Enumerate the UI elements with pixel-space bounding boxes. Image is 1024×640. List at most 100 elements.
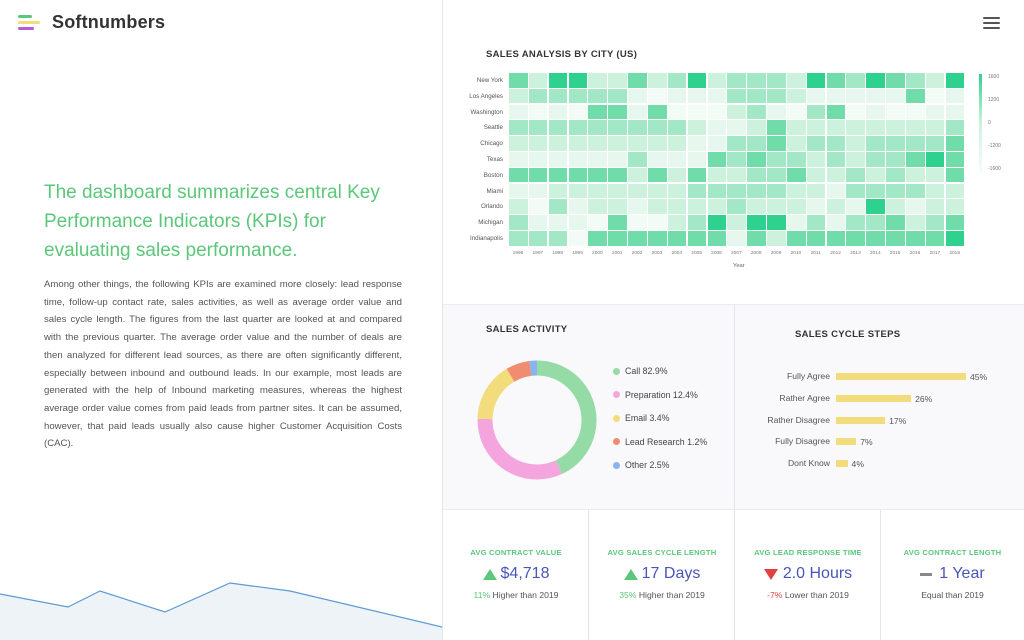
heatmap-cell[interactable] bbox=[707, 88, 727, 104]
heatmap-cell[interactable] bbox=[588, 120, 608, 135]
heatmap-cell[interactable] bbox=[528, 215, 548, 230]
heatmap-cell[interactable] bbox=[548, 199, 568, 214]
heatmap-cell[interactable] bbox=[866, 73, 885, 88]
heatmap-cell[interactable] bbox=[548, 215, 568, 230]
heatmap-cell[interactable] bbox=[528, 167, 548, 183]
heatmap-cell[interactable] bbox=[806, 88, 826, 104]
donut-slice[interactable] bbox=[477, 360, 597, 480]
heatmap-cell[interactable] bbox=[806, 104, 826, 120]
heatmap-cell[interactable] bbox=[687, 152, 707, 167]
heatmap-cell[interactable] bbox=[945, 152, 965, 167]
heatmap-cell[interactable] bbox=[786, 215, 806, 230]
heatmap-cell[interactable] bbox=[588, 136, 608, 151]
heatmap-cell[interactable] bbox=[727, 73, 746, 88]
heatmap-cell[interactable] bbox=[687, 73, 707, 88]
heatmap-cell[interactable] bbox=[846, 231, 866, 246]
heatmap-cell[interactable] bbox=[667, 167, 687, 183]
heatmap-cell[interactable] bbox=[667, 215, 687, 230]
heatmap-cell[interactable] bbox=[707, 120, 727, 135]
heatmap-cell[interactable] bbox=[707, 73, 727, 88]
heatmap-cell[interactable] bbox=[509, 199, 528, 214]
heatmap-cell[interactable] bbox=[667, 183, 687, 199]
heatmap-cell[interactable] bbox=[886, 199, 905, 214]
heatmap-cell[interactable] bbox=[727, 104, 746, 120]
heatmap-cell[interactable] bbox=[786, 73, 806, 88]
heatmap-cell[interactable] bbox=[588, 167, 608, 183]
heatmap-cell[interactable] bbox=[647, 231, 667, 246]
heatmap-cell[interactable] bbox=[806, 152, 826, 167]
heatmap-cell[interactable] bbox=[548, 104, 568, 120]
heatmap-cell[interactable] bbox=[906, 73, 925, 88]
heatmap-cell[interactable] bbox=[727, 199, 746, 214]
heatmap-cell[interactable] bbox=[786, 152, 806, 167]
heatmap-cell[interactable] bbox=[846, 120, 866, 135]
heatmap-cell[interactable] bbox=[548, 73, 568, 88]
heatmap-cell[interactable] bbox=[588, 104, 608, 120]
heatmap-cell[interactable] bbox=[687, 167, 707, 183]
bar-mark[interactable] bbox=[836, 416, 886, 424]
heatmap-cell[interactable] bbox=[707, 183, 727, 199]
heatmap-cell[interactable] bbox=[568, 73, 588, 88]
heatmap-cell[interactable] bbox=[747, 120, 766, 135]
heatmap-cell[interactable] bbox=[906, 183, 925, 199]
heatmap-cell[interactable] bbox=[667, 73, 687, 88]
heatmap-cell[interactable] bbox=[628, 152, 647, 167]
heatmap-cell[interactable] bbox=[667, 136, 687, 151]
heatmap-cell[interactable] bbox=[786, 183, 806, 199]
heatmap-cell[interactable] bbox=[886, 167, 905, 183]
heatmap-cell[interactable] bbox=[608, 152, 627, 167]
heatmap-cell[interactable] bbox=[747, 104, 766, 120]
heatmap-cell[interactable] bbox=[886, 183, 905, 199]
heatmap-cell[interactable] bbox=[509, 73, 528, 88]
donut-slice[interactable] bbox=[477, 360, 597, 480]
heatmap-cell[interactable] bbox=[528, 152, 548, 167]
heatmap-cell[interactable] bbox=[886, 215, 905, 230]
heatmap-cell[interactable] bbox=[945, 199, 965, 214]
heatmap-cell[interactable] bbox=[548, 183, 568, 199]
heatmap-cell[interactable] bbox=[747, 73, 766, 88]
heatmap-cell[interactable] bbox=[707, 231, 727, 246]
heatmap-cell[interactable] bbox=[707, 136, 727, 151]
heatmap-cell[interactable] bbox=[866, 104, 885, 120]
heatmap-cell[interactable] bbox=[945, 231, 965, 246]
heatmap-cell[interactable] bbox=[906, 231, 925, 246]
heatmap-cell[interactable] bbox=[687, 120, 707, 135]
heatmap-cell[interactable] bbox=[687, 104, 707, 120]
heatmap-cell[interactable] bbox=[608, 183, 627, 199]
heatmap-cell[interactable] bbox=[806, 215, 826, 230]
heatmap-cell[interactable] bbox=[806, 73, 826, 88]
heatmap-cell[interactable] bbox=[727, 167, 746, 183]
heatmap-cell[interactable] bbox=[509, 88, 528, 104]
heatmap-cell[interactable] bbox=[667, 231, 687, 246]
heatmap-cell[interactable] bbox=[608, 199, 627, 214]
heatmap-cell[interactable] bbox=[628, 183, 647, 199]
heatmap-cell[interactable] bbox=[866, 120, 885, 135]
heatmap-cell[interactable] bbox=[826, 183, 846, 199]
heatmap-cell[interactable] bbox=[925, 183, 945, 199]
heatmap-cell[interactable] bbox=[568, 167, 588, 183]
heatmap-cell[interactable] bbox=[747, 199, 766, 214]
heatmap-cell[interactable] bbox=[528, 183, 548, 199]
heatmap-cell[interactable] bbox=[886, 88, 905, 104]
heatmap-cell[interactable] bbox=[945, 136, 965, 151]
heatmap-cell[interactable] bbox=[667, 88, 687, 104]
heatmap-cell[interactable] bbox=[667, 152, 687, 167]
heatmap-cell[interactable] bbox=[727, 231, 746, 246]
heatmap-cell[interactable] bbox=[945, 88, 965, 104]
heatmap-cell[interactable] bbox=[667, 104, 687, 120]
heatmap-cell[interactable] bbox=[786, 120, 806, 135]
heatmap-cell[interactable] bbox=[747, 215, 766, 230]
bar-mark[interactable] bbox=[836, 394, 912, 402]
legend-item[interactable]: Preparation 12.4% bbox=[613, 390, 698, 400]
heatmap-cell[interactable] bbox=[846, 167, 866, 183]
heatmap-cell[interactable] bbox=[906, 120, 925, 135]
heatmap-cell[interactable] bbox=[568, 183, 588, 199]
heatmap-cell[interactable] bbox=[509, 120, 528, 135]
heatmap-cell[interactable] bbox=[588, 215, 608, 230]
heatmap-cell[interactable] bbox=[906, 215, 925, 230]
heatmap-cell[interactable] bbox=[628, 88, 647, 104]
heatmap-cell[interactable] bbox=[925, 136, 945, 151]
heatmap-cell[interactable] bbox=[866, 167, 885, 183]
heatmap-cell[interactable] bbox=[925, 215, 945, 230]
heatmap-cell[interactable] bbox=[568, 136, 588, 151]
